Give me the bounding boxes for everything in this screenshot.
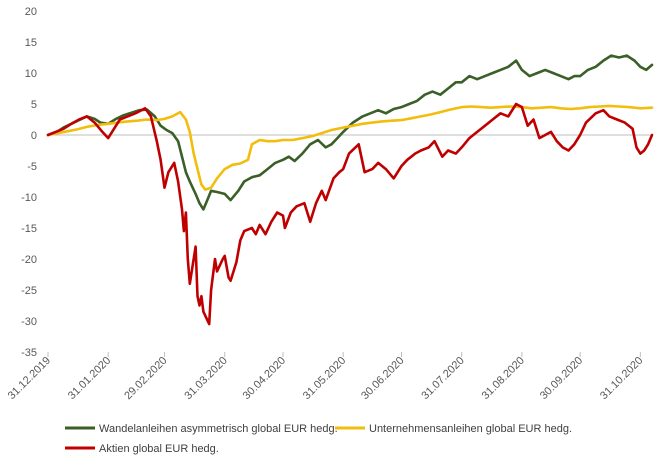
x-tick-label: 31.12.2019 [6,355,53,402]
y-tick-label: -10 [21,192,37,204]
y-tick-label: -25 [21,285,37,297]
y-tick-label: -5 [27,161,37,173]
y-tick-label: -20 [21,254,37,266]
x-axis-ticks: 31.12.2019 31.01.2020 29.02.2020 31.03.2020… [6,352,645,402]
y-axis-ticks: 20 15 10 5 0 -5 -10 -15 -20 -25 -30 -35 [21,6,37,359]
y-tick-label: -35 [21,347,37,359]
y-tick-label: 5 [31,99,37,111]
y-tick-label: -30 [21,316,37,328]
x-tick-label: 31.01.2020 [66,355,113,402]
x-tick-label: 30.04.2020 [241,355,288,402]
x-tick-label: 31.08.2020 [480,355,527,402]
y-tick-label: 15 [25,37,37,49]
x-tick-label: 31.05.2020 [301,355,348,402]
x-tick-label: 29.02.2020 [122,355,169,402]
legend-item-wandelanleihen: Wandelanleihen asymmetrisch global EUR h… [65,423,338,435]
series-line-unternehmensanleihen [46,104,654,191]
y-tick-label: 20 [25,6,37,18]
x-tick-label: 30.06.2020 [359,355,406,402]
legend-item-aktien: Aktien global EUR hedg. [65,443,219,455]
x-tick-label: 31.03.2020 [182,355,229,402]
y-tick-label: 10 [25,68,37,80]
x-tick-label: 30.09.2020 [538,355,585,402]
y-tick-label: 0 [31,130,37,142]
y-tick-label: -15 [21,223,37,235]
legend-item-unternehmensanleihen: Unternehmensanleihen global EUR hedg. [335,423,572,435]
series-line-aktien [46,102,654,326]
legend-label-aktien: Aktien global EUR hedg. [99,443,219,455]
legend-label-wandelanleihen: Wandelanleihen asymmetrisch global EUR h… [99,423,338,435]
series-lines [46,54,654,326]
x-tick-label: 31.10.2020 [598,355,645,402]
legend-label-unternehmensanleihen: Unternehmensanleihen global EUR hedg. [369,423,572,435]
series-line-wandelanleihen [46,54,654,211]
x-tick-label: 31.07.2020 [419,355,466,402]
legend: Wandelanleihen asymmetrisch global EUR h… [65,423,572,455]
